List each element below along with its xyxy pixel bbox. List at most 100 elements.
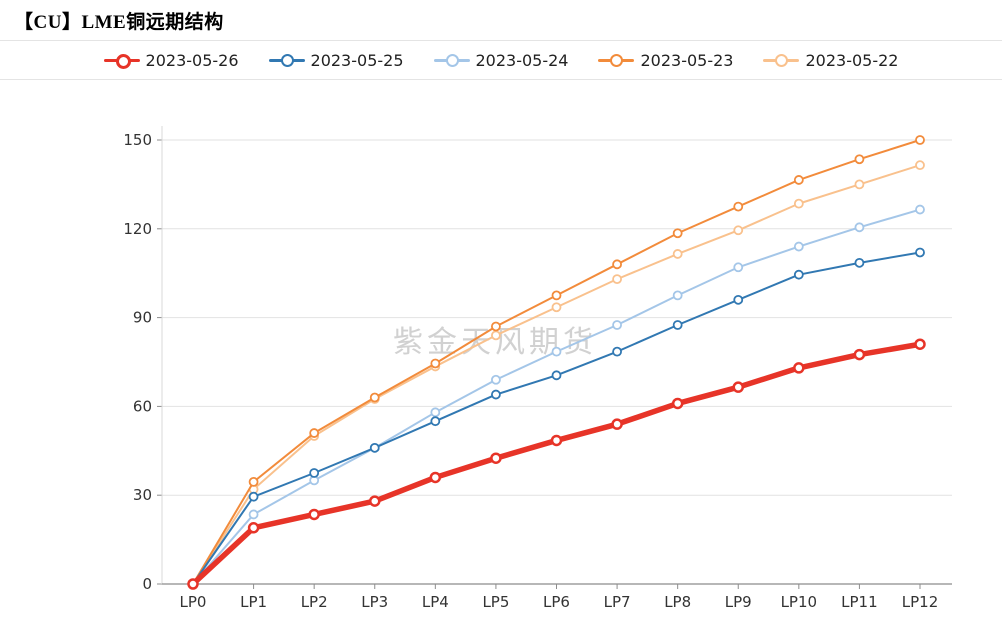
data-point-2023-05-22-LP6 (551, 302, 562, 313)
x-tick-label: LP12 (902, 593, 939, 611)
data-point-2023-05-24-LP12 (915, 204, 925, 215)
chart-legend: 2023-05-26 2023-05-25 2023-05-24 2023-05-23… (0, 41, 1002, 79)
data-point-2023-05-23-LP4 (430, 358, 441, 369)
chart-area: 0 30 60 90 120 150 LP0 LP1 LP2 LP3 LP4 LP5 LP6 LP7 LP8… (0, 80, 1002, 626)
legend-line-circle-icon (268, 52, 305, 68)
data-point-2023-05-22-LP7 (612, 274, 622, 285)
data-point-2023-05-22-LP11 (854, 179, 865, 190)
data-point-2023-05-24-LP6 (551, 346, 562, 357)
legend-item-2023-05-26: 2023-05-26 (103, 50, 239, 70)
data-point-2023-05-24-LP7 (612, 320, 622, 330)
data-point-2023-05-24-LP4 (430, 407, 441, 418)
x-tick-label: LP3 (361, 593, 388, 611)
y-tick-label: 0 (142, 575, 152, 593)
legend-line-circle-icon (598, 52, 635, 68)
y-tick-label: 30 (133, 486, 152, 504)
data-point-2023-05-22-LP8 (672, 249, 683, 259)
data-point-2023-05-22-LP5 (491, 330, 501, 341)
data-point-2023-05-26-LP10 (793, 362, 805, 374)
x-tick-label: LP1 (240, 593, 267, 611)
data-point-2023-05-25-LP10 (793, 269, 804, 280)
data-point-2023-05-23-LP6 (551, 290, 562, 301)
x-tick-label: LP9 (725, 593, 752, 611)
legend-label: 2023-05-24 (475, 50, 569, 70)
x-tick-label: LP4 (422, 593, 449, 611)
legend-item-2023-05-25: 2023-05-25 (268, 50, 404, 70)
data-point-2023-05-26-LP8 (671, 397, 684, 410)
series-line-2023-05-25 (192, 251, 921, 585)
legend-circle (775, 54, 789, 67)
legend-line-circle-icon (763, 52, 800, 68)
data-point-2023-05-25-LP11 (854, 257, 865, 268)
data-point-2023-05-22-LP10 (793, 198, 804, 209)
data-point-2023-05-23-LP2 (309, 428, 320, 438)
data-point-2023-05-23-LP12 (915, 135, 925, 145)
legend-item-2023-05-23: 2023-05-23 (598, 51, 733, 70)
data-point-2023-05-23-LP1 (248, 476, 259, 487)
legend-label: 2023-05-23 (640, 50, 734, 70)
data-point-2023-05-23-LP8 (672, 228, 683, 239)
data-point-2023-05-24-LP8 (672, 290, 683, 301)
x-tick-label: LP5 (482, 593, 509, 611)
x-tick-label: LP0 (180, 593, 207, 611)
data-point-2023-05-26-LP2 (308, 508, 320, 521)
legend-line-circle-icon (103, 52, 140, 69)
page-title: 【CU】LME铜远期结构 (14, 11, 224, 33)
data-point-2023-05-26-LP0 (187, 578, 199, 590)
data-point-2023-05-23-LP5 (491, 321, 501, 332)
data-point-2023-05-23-LP7 (612, 259, 622, 270)
data-point-2023-05-25-LP7 (612, 346, 622, 357)
data-point-2023-05-25-LP5 (491, 389, 501, 400)
data-point-2023-05-23-LP10 (793, 175, 804, 185)
data-point-2023-05-26-LP3 (369, 495, 381, 507)
legend-item-2023-05-24: 2023-05-24 (433, 50, 569, 70)
line-chart: 0 30 60 90 120 150 LP0 LP1 LP2 LP3 LP4 LP5 LP6 LP7 LP8… (123, 126, 952, 611)
data-point-2023-05-25-LP1 (248, 491, 259, 502)
y-tick-label: 120 (123, 220, 152, 238)
data-point-2023-05-26-LP5 (490, 452, 502, 464)
data-point-2023-05-26-LP12 (914, 338, 926, 350)
data-point-2023-05-24-LP9 (733, 262, 744, 273)
legend-label: 2023-05-26 (145, 50, 239, 70)
legend-item-2023-05-22: 2023-05-22 (763, 51, 898, 70)
x-tick-label: LP2 (301, 593, 328, 611)
series-line-2023-05-24 (192, 208, 921, 585)
data-point-2023-05-26-LP6 (550, 434, 563, 447)
data-point-2023-05-22-LP12 (915, 160, 925, 171)
data-point-2023-05-24-LP10 (793, 241, 804, 252)
x-tick-label: LP6 (543, 593, 570, 611)
data-point-2023-05-26-LP11 (853, 348, 866, 361)
legend-label: 2023-05-25 (310, 50, 404, 70)
x-tick-label: LP7 (604, 593, 631, 611)
x-tick-label: LP8 (664, 593, 691, 611)
x-tick-label: LP11 (841, 593, 878, 611)
chart-header: 【CU】LME铜远期结构 (0, 0, 1002, 40)
y-tick-label: 60 (133, 397, 152, 415)
y-tick-label: 90 (133, 309, 152, 327)
legend-circle (115, 54, 131, 69)
data-point-2023-05-24-LP11 (854, 222, 865, 233)
legend-label: 2023-05-22 (805, 50, 899, 70)
y-tick-label: 150 (123, 131, 152, 149)
legend-circle (445, 54, 459, 67)
data-point-2023-05-26-LP9 (732, 381, 744, 393)
legend-circle (280, 54, 294, 67)
data-point-2023-05-26-LP1 (247, 522, 260, 534)
data-point-2023-05-25-LP12 (915, 247, 925, 258)
data-point-2023-05-23-LP11 (854, 154, 865, 165)
data-point-2023-05-25-LP4 (430, 416, 441, 427)
data-point-2023-05-23-LP9 (733, 201, 744, 212)
legend-divider (0, 79, 1002, 80)
data-point-2023-05-26-LP7 (611, 418, 623, 430)
data-point-2023-05-23-LP3 (369, 392, 380, 403)
data-point-2023-05-25-LP2 (309, 468, 320, 478)
data-point-2023-05-25-LP6 (551, 370, 562, 381)
data-point-2023-05-25-LP8 (672, 320, 683, 330)
data-point-2023-05-24-LP1 (248, 509, 259, 520)
data-point-2023-05-25-LP9 (733, 294, 744, 305)
legend-line-circle-icon (433, 52, 470, 68)
x-tick-label: LP10 (781, 593, 818, 611)
data-point-2023-05-24-LP5 (491, 374, 501, 385)
data-point-2023-05-22-LP9 (733, 225, 744, 236)
data-point-2023-05-25-LP3 (369, 442, 380, 453)
